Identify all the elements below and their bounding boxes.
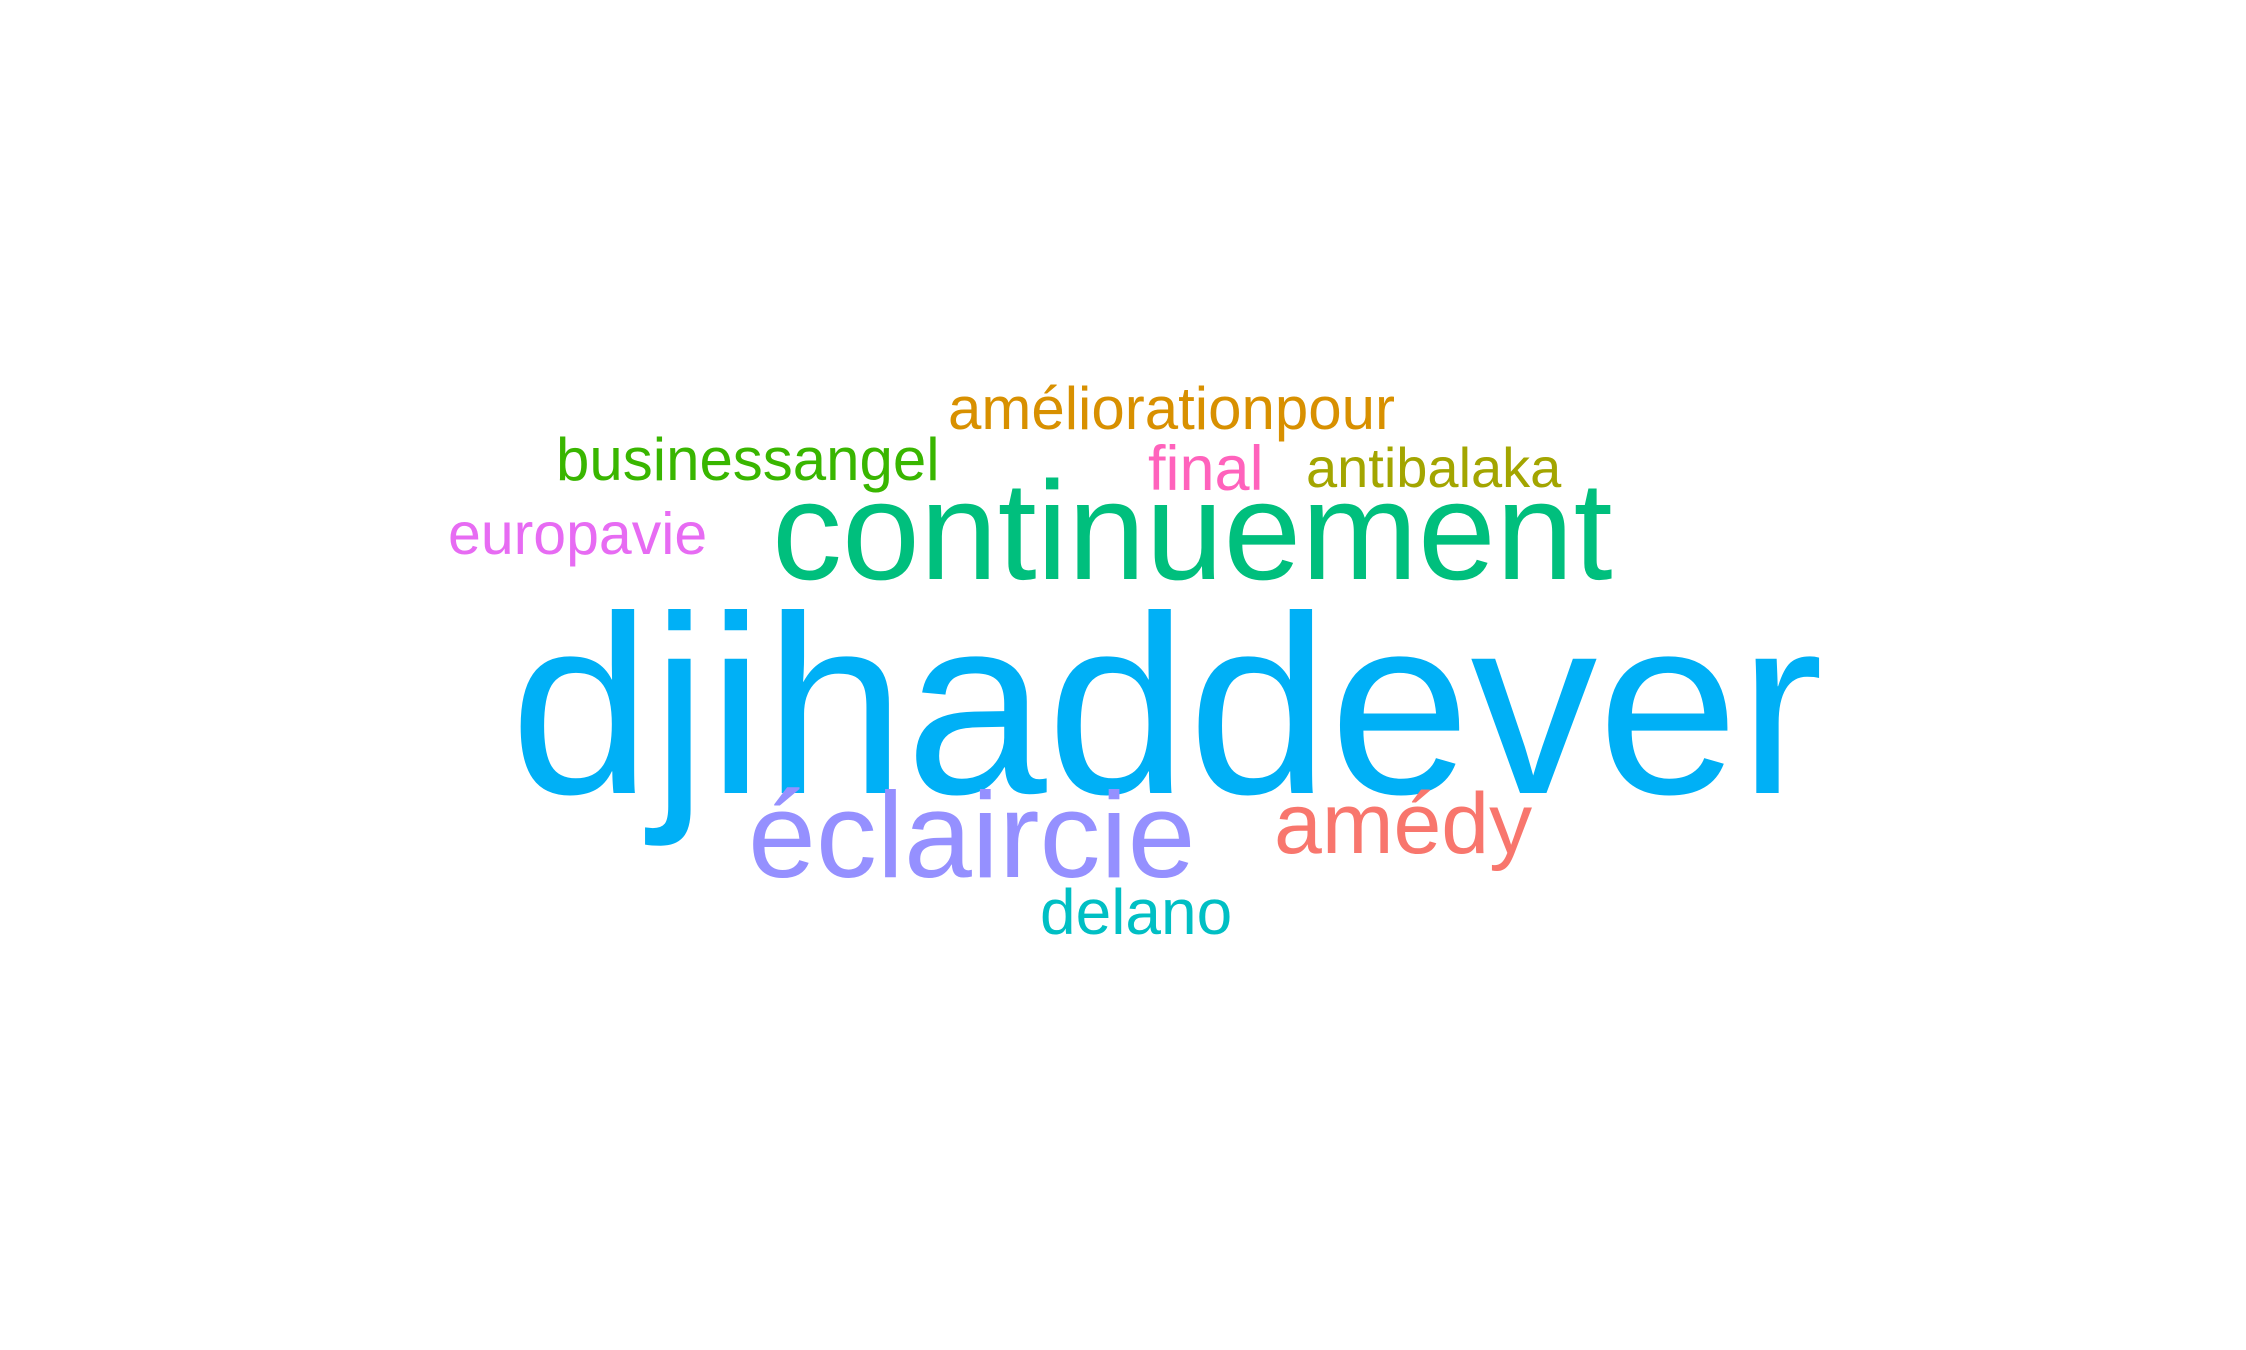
word-amedy: amédy — [1274, 776, 1533, 872]
word-eclaircie: éclaircie — [748, 767, 1196, 903]
word-djihaddever: djihaddever — [510, 563, 1824, 847]
word-continuement: continuement — [772, 452, 1613, 609]
word-europavie: europavie — [448, 501, 708, 567]
word-delano: delano — [1040, 876, 1233, 948]
word-final: final — [1148, 434, 1264, 504]
word-antibalaka: antibalaka — [1306, 436, 1562, 499]
word-businessangel: businessangel — [556, 426, 940, 493]
word-ameliorationpour: améliorationpour — [948, 375, 1395, 442]
